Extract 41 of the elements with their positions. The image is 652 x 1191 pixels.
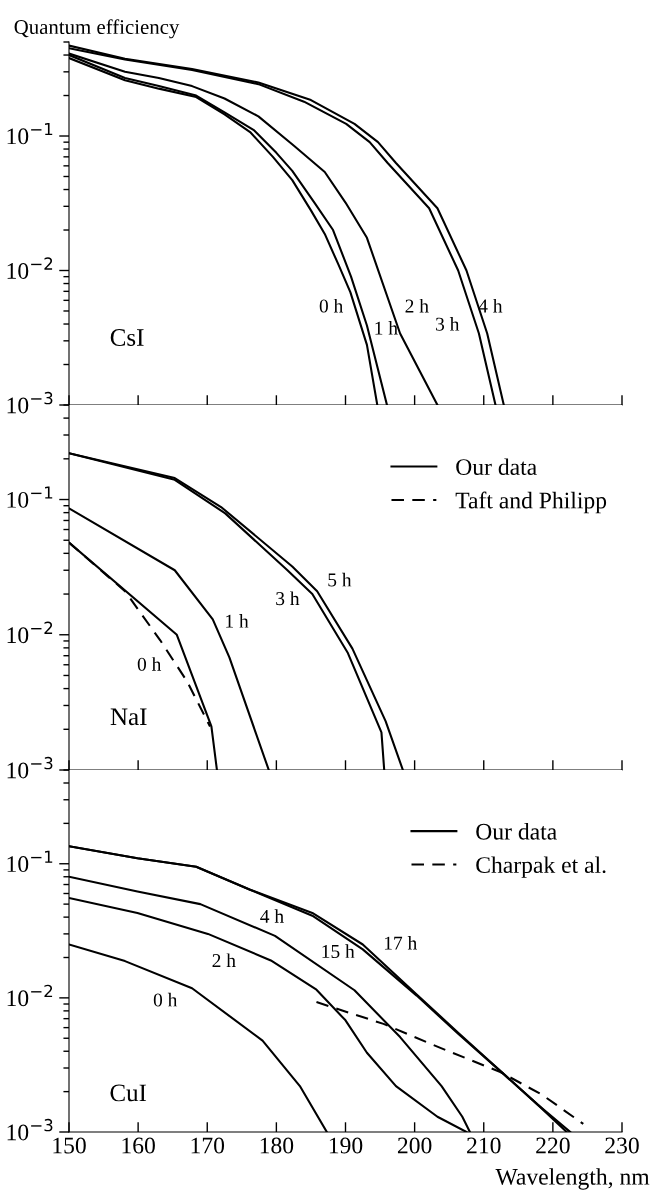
x-tick-label: 230 <box>605 1137 639 1154</box>
x-tick-label: 160 <box>122 1137 155 1154</box>
y-tick-label: 10$^{−3}$ <box>7 391 53 414</box>
annotation: NaI <box>110 708 147 726</box>
annotation: CuI <box>110 1084 147 1102</box>
x-tick-label: 170 <box>191 1137 225 1154</box>
y-tick-label: 10$^{−3}$ <box>7 756 53 779</box>
legend-label: Charpak et al. <box>476 856 606 878</box>
annotation: 0 h <box>137 657 162 671</box>
y-tick-label: 10$^{−3}$ <box>7 1118 53 1141</box>
x-tick-label: 150 <box>53 1137 86 1154</box>
annotation: 2 h <box>405 298 429 313</box>
annotation: 4 h <box>478 298 503 313</box>
x-tick-label: 220 <box>536 1137 570 1154</box>
annotation: 4 h <box>260 909 284 923</box>
annotation: 5 h <box>328 572 352 587</box>
annotation: 17 h <box>384 936 418 950</box>
x-tick-label: 210 <box>467 1137 501 1154</box>
y-tick-label: 10$^{−2}$ <box>7 621 53 644</box>
annotation: CsI <box>110 329 144 346</box>
x-tick-label: 190 <box>329 1137 363 1154</box>
annotation: 3 h <box>436 317 460 331</box>
legend-label: Taft and Philipp <box>455 491 607 514</box>
x-axis-title: Wavelength, nm <box>495 1168 650 1190</box>
legend-label: Our data <box>476 823 557 840</box>
annotation: 1 h <box>226 614 249 628</box>
y-tick-label: 10$^{−1}$ <box>7 122 53 145</box>
annotation: 15 h <box>322 944 355 959</box>
annotation: 1 h <box>375 321 398 335</box>
x-tick-label: 200 <box>397 1137 432 1154</box>
y-tick-label: 10$^{−2}$ <box>7 984 53 1007</box>
annotation: 2 h <box>212 953 236 967</box>
y-tick-label: 10$^{−1}$ <box>7 486 53 508</box>
y-tick-label: 10$^{−1}$ <box>7 850 53 873</box>
y-axis-title: Quantum efficiency <box>14 19 180 39</box>
legend-label: Our data <box>456 458 537 475</box>
annotation: 0 h <box>319 298 344 313</box>
y-tick-label: 10$^{−2}$ <box>7 257 53 279</box>
annotation: 0 h <box>153 992 178 1007</box>
x-tick-label: 180 <box>260 1137 294 1154</box>
annotation: 3 h <box>276 591 300 606</box>
